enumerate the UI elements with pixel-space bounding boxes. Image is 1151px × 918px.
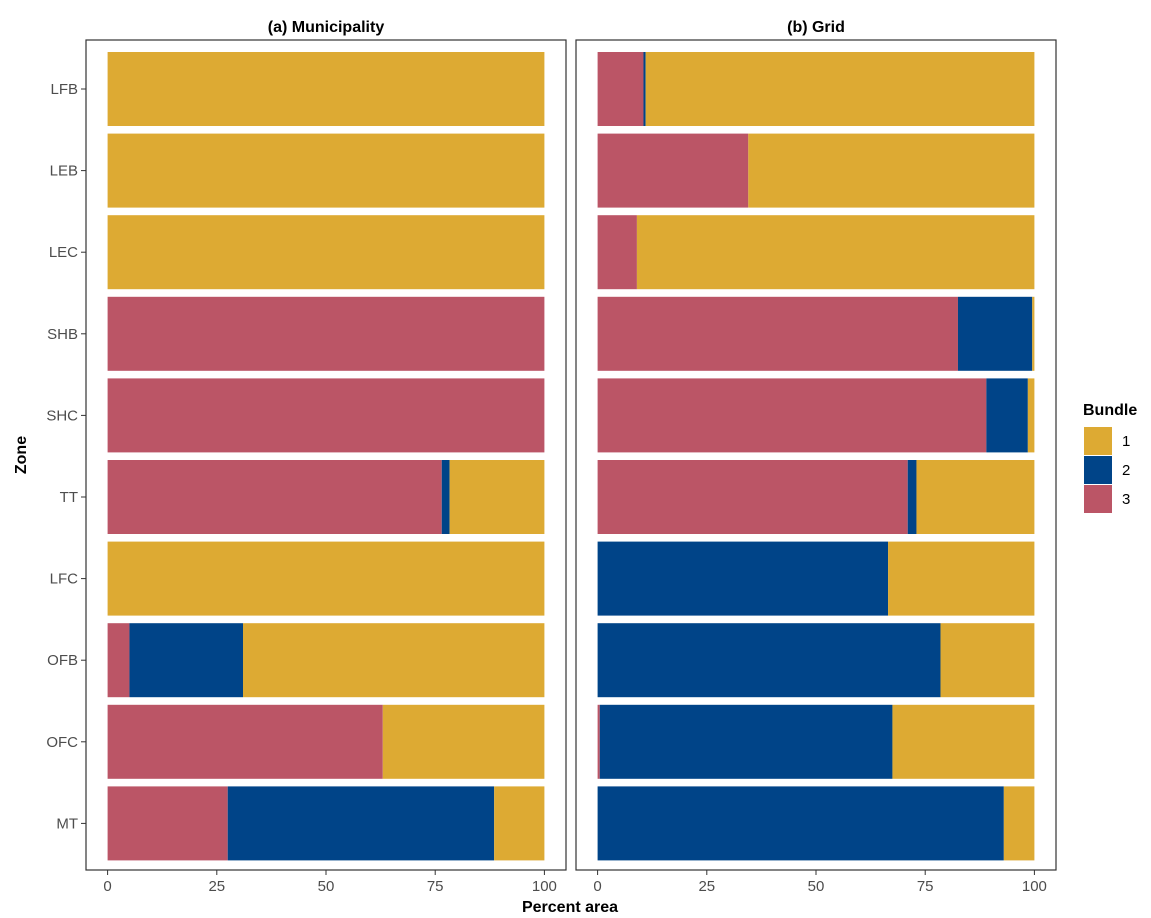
bar-segment bbox=[636, 215, 1035, 290]
bar-segment bbox=[1032, 296, 1035, 371]
x-axis-title: Percent area bbox=[522, 899, 618, 916]
legend-swatch bbox=[1084, 427, 1112, 455]
bar-segment bbox=[597, 541, 889, 616]
bar-segment bbox=[597, 786, 1004, 861]
legend-swatch bbox=[1084, 485, 1112, 513]
x-tick-label: 0 bbox=[593, 878, 601, 895]
bar-segment bbox=[1003, 786, 1035, 861]
bar-segment bbox=[107, 623, 130, 698]
y-tick-label: LFB bbox=[50, 81, 78, 98]
x-tick-label: 75 bbox=[917, 878, 934, 895]
bar-segment bbox=[645, 52, 1035, 126]
y-axis-title: Zone bbox=[13, 436, 30, 474]
bar-segment bbox=[986, 378, 1028, 453]
bar-segment bbox=[643, 52, 646, 126]
bar-segment bbox=[597, 296, 958, 371]
bar-segment bbox=[597, 215, 637, 290]
bar-segment bbox=[107, 296, 545, 371]
bar-segment bbox=[888, 541, 1035, 616]
bar-segment bbox=[107, 704, 383, 779]
y-tick-label: MT bbox=[56, 815, 78, 832]
bar-segment bbox=[243, 623, 545, 698]
bar-segment bbox=[107, 378, 545, 453]
y-tick-label: LEC bbox=[49, 244, 78, 261]
bar-segment bbox=[441, 460, 450, 534]
y-tick-label: OFC bbox=[46, 734, 78, 751]
bar-segment bbox=[227, 786, 495, 861]
bar-segment bbox=[107, 52, 545, 126]
panel-title: (b) Grid bbox=[787, 19, 845, 36]
bar-segment bbox=[597, 52, 644, 126]
bar-segment bbox=[382, 704, 545, 779]
x-tick-label: 50 bbox=[808, 878, 825, 895]
bar-segment bbox=[748, 133, 1035, 208]
bar-segment bbox=[449, 460, 545, 534]
panel-1: (a) Municipality 0 25 50 75 100 bbox=[85, 19, 567, 895]
bar-segment bbox=[107, 541, 545, 616]
legend-label: 3 bbox=[1122, 491, 1130, 508]
y-tick-label: SHC bbox=[46, 407, 78, 424]
bar-segment bbox=[597, 460, 908, 534]
legend-label: 1 bbox=[1122, 433, 1130, 450]
y-tick-label: LFC bbox=[50, 571, 79, 588]
bar-segment bbox=[940, 623, 1035, 698]
bar-segment bbox=[599, 704, 893, 779]
bar-segment bbox=[129, 623, 244, 698]
bar-segment bbox=[494, 786, 545, 861]
bar-segment bbox=[1027, 378, 1035, 453]
panel-title: (a) Municipality bbox=[268, 19, 385, 36]
bar-segment bbox=[597, 133, 749, 208]
x-tick-label: 25 bbox=[698, 878, 715, 895]
panel-2: (b) Grid 0 25 50 75 100 bbox=[575, 19, 1057, 895]
legend-swatch bbox=[1084, 456, 1112, 484]
y-axis: LFB LEB LEC SHB SHC TT LFC OFB OFC MT bbox=[46, 81, 86, 832]
legend: Bundle 1 2 3 bbox=[1083, 402, 1137, 513]
y-tick-label: TT bbox=[60, 489, 78, 506]
bar-segment bbox=[107, 786, 228, 861]
x-tick-label: 25 bbox=[208, 878, 225, 895]
legend-title: Bundle bbox=[1083, 402, 1137, 419]
legend-label: 2 bbox=[1122, 462, 1130, 479]
x-tick-label: 75 bbox=[427, 878, 444, 895]
y-tick-label: OFB bbox=[47, 652, 78, 669]
x-tick-label: 100 bbox=[532, 878, 557, 895]
bar-segment bbox=[597, 378, 987, 453]
bar-segment bbox=[107, 215, 545, 290]
bar-segment bbox=[597, 704, 600, 779]
bar-segment bbox=[907, 460, 917, 534]
y-tick-label: LEB bbox=[50, 163, 78, 180]
bar-segment bbox=[107, 460, 442, 534]
x-tick-label: 0 bbox=[103, 878, 111, 895]
bar-segment bbox=[916, 460, 1035, 534]
x-tick-label: 50 bbox=[318, 878, 335, 895]
y-tick-label: SHB bbox=[47, 326, 78, 343]
panels: (a) Municipality 0 25 50 75 100 (b) Grid 0 25 50 7… bbox=[85, 19, 1057, 895]
bar-segment bbox=[597, 623, 941, 698]
x-tick-label: 100 bbox=[1022, 878, 1047, 895]
bar-segment bbox=[107, 133, 545, 208]
bar-segment bbox=[957, 296, 1033, 371]
bar-segment bbox=[892, 704, 1035, 779]
